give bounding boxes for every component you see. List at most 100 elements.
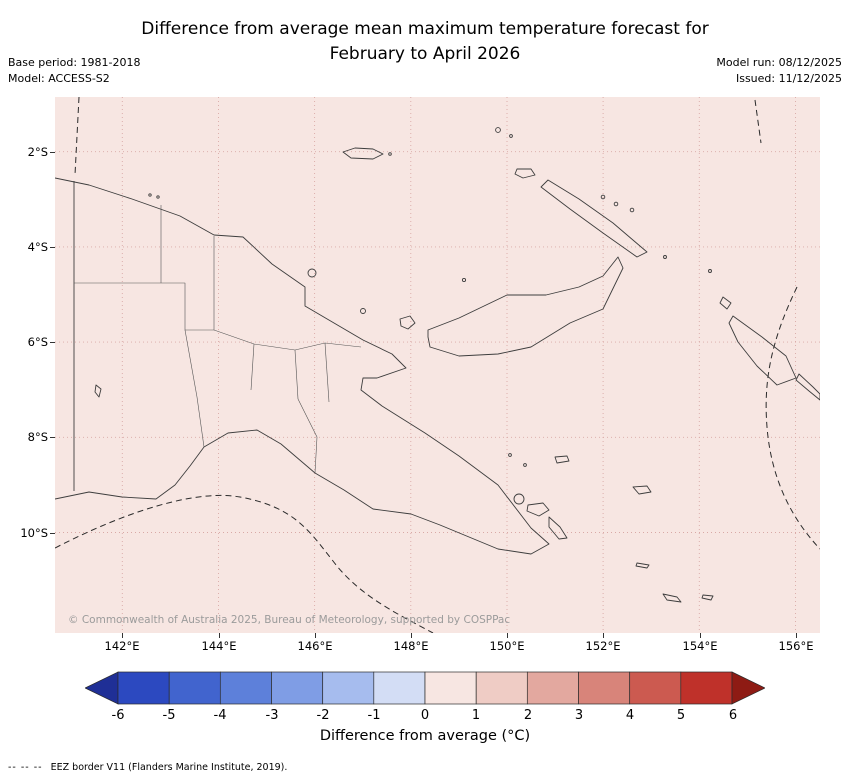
map-background: [55, 97, 820, 633]
y-axis-label: 4°S: [27, 240, 48, 254]
x-axis-label: 142°E: [104, 639, 140, 653]
page-title-line2: February to April 2026: [329, 44, 521, 64]
colorbar-arrow-left: [85, 671, 119, 705]
x-axis-tick: [315, 633, 316, 638]
island-buka: [719, 296, 732, 310]
island-tagula: [662, 593, 682, 603]
island-woodlark: [632, 485, 652, 495]
colorbar-cell: [526, 671, 579, 705]
colorbar-cell: [680, 671, 733, 705]
island-feni: [663, 255, 667, 259]
island-new-ireland: [540, 179, 648, 258]
y-axis-tick: [50, 247, 55, 248]
map-svg: [54, 96, 821, 634]
y-axis-label: 10°S: [20, 526, 48, 540]
colorbar-tick: 3: [574, 708, 584, 723]
eez-border-northeast: [754, 99, 762, 144]
colorbar: [85, 671, 765, 705]
y-axis-tick: [50, 152, 55, 153]
x-axis-label: 150°E: [489, 639, 525, 653]
x-axis-tick: [411, 633, 412, 638]
colorbar-tick: 6: [728, 708, 738, 723]
island-mussau: [495, 127, 501, 133]
colorbar-tick: -6: [111, 708, 125, 723]
island-fergusson: [526, 502, 550, 517]
page-title-line1: Difference from average mean maximum tem…: [141, 19, 709, 39]
y-axis-label: 8°S: [27, 430, 48, 444]
island-vitu: [461, 277, 467, 283]
x-axis-label: 148°E: [393, 639, 429, 653]
colorbar-cell: [475, 671, 528, 705]
x-axis-label: 146°E: [297, 639, 333, 653]
colorbar-cell: [271, 671, 324, 705]
y-axis-tick: [50, 342, 55, 343]
y-axis-tick: [50, 533, 55, 534]
colorbar-tick: 4: [625, 708, 635, 723]
colorbar-cell: [219, 671, 272, 705]
island-speck: [156, 195, 160, 199]
x-axis-tick: [507, 633, 508, 638]
province-borders: [74, 205, 362, 474]
x-axis-tick: [122, 633, 123, 638]
x-axis-tick: [219, 633, 220, 638]
x-axis-tick: [700, 633, 701, 638]
map-canvas: © Commonwealth of Australia 2025, Bureau…: [54, 96, 821, 634]
colorbar-arrow-right: [731, 671, 765, 705]
colorbar-cell: [629, 671, 682, 705]
base-period-label: Base period: 1981-2018: [8, 56, 141, 69]
colorbar-tick: -5: [162, 708, 176, 723]
island-tabar: [600, 194, 606, 200]
x-axis-label: 156°E: [778, 639, 814, 653]
x-axis-label: 144°E: [201, 639, 237, 653]
eez-border-south: [54, 494, 434, 634]
colorbar-tick: 1: [471, 708, 481, 723]
island-normanby: [548, 516, 568, 540]
colorbar-cell: [424, 671, 477, 705]
eez-borders: [54, 96, 821, 634]
colorbar-tick: -1: [367, 708, 381, 723]
colorbar-tick: 2: [523, 708, 533, 723]
island-long: [360, 308, 366, 314]
island-speck: [388, 152, 392, 156]
colorbar-tick: -3: [265, 708, 279, 723]
colorbar-tick: -4: [213, 708, 227, 723]
eez-border-east: [765, 286, 821, 550]
x-axis-tick: [796, 633, 797, 638]
island-lihir: [613, 201, 619, 207]
colorbar-tick: 0: [420, 708, 430, 723]
model-label: Model: ACCESS-S2: [8, 72, 110, 85]
eez-border-west: [74, 96, 80, 176]
island-speck: [523, 463, 527, 467]
colorbar-cell: [168, 671, 221, 705]
island-karkar: [307, 268, 317, 278]
coastline-new-guinea: [54, 177, 550, 555]
island-emirau: [509, 134, 513, 138]
island-tanga: [629, 207, 635, 213]
eez-dash-sample: -- -- --: [8, 762, 43, 773]
island-speck: [148, 193, 152, 197]
island-amphlett: [508, 453, 512, 457]
islands: [94, 127, 821, 603]
colorbar-cell: [322, 671, 375, 705]
lake-murray: [94, 384, 102, 398]
island-manus: [342, 147, 384, 160]
island-misima: [635, 562, 650, 569]
colorbar-label: Difference from average (°C): [319, 728, 531, 744]
colorbar-cell: [373, 671, 426, 705]
issued-label: Issued: 11/12/2025: [735, 72, 842, 85]
colorbar-cell: [578, 671, 631, 705]
island-trobriand: [554, 455, 570, 464]
eez-legend: -- -- -- EEZ border V11 (Flanders Marine…: [8, 762, 287, 773]
map-gridlines: [55, 97, 820, 633]
island-rossel: [701, 594, 714, 601]
island-bougainville: [728, 315, 797, 386]
model-run-label: Model run: 08/12/2025: [716, 56, 842, 69]
y-axis-label: 6°S: [27, 335, 48, 349]
colorbar-cell: [117, 671, 170, 705]
island-umboi: [399, 315, 416, 330]
colorbar-tick: -2: [316, 708, 330, 723]
copyright-text: © Commonwealth of Australia 2025, Bureau…: [68, 614, 511, 626]
island-new-hanover: [514, 168, 536, 179]
island-new-britain: [427, 256, 624, 357]
